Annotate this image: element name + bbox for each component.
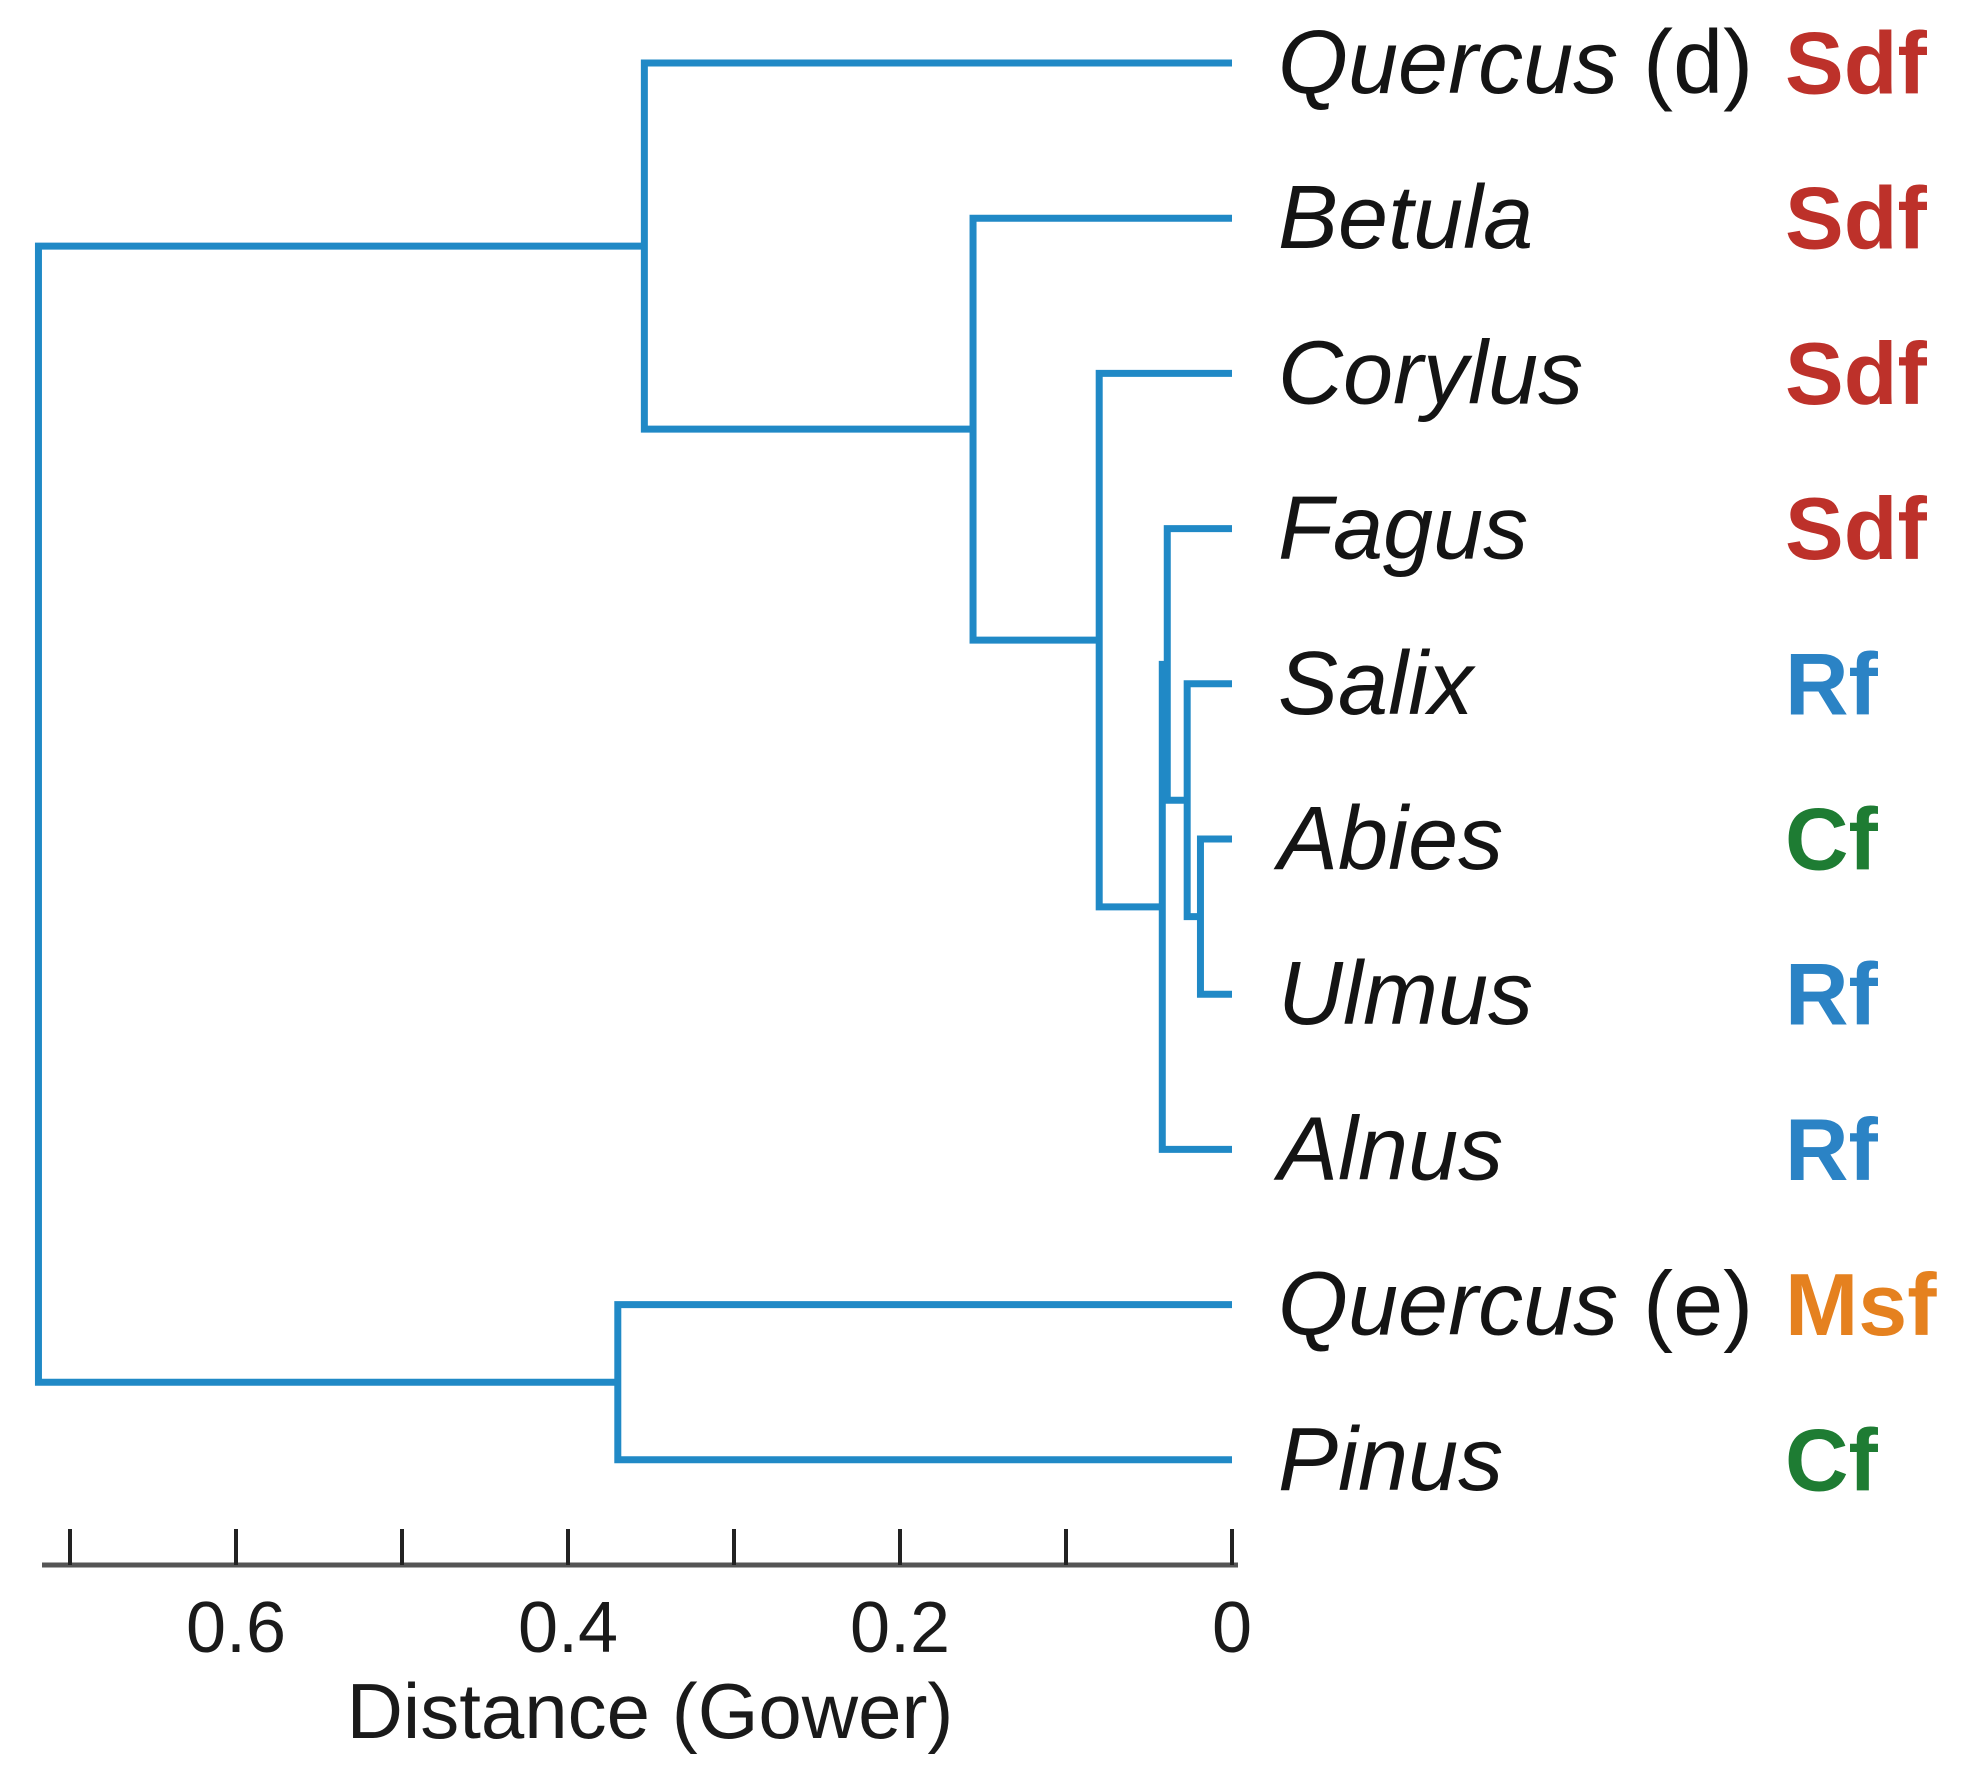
dendrogram-link bbox=[1163, 525, 1232, 804]
category-label: Sdf bbox=[1785, 324, 1927, 423]
tick-label: 0.2 bbox=[850, 1588, 950, 1668]
dendrogram-link bbox=[34, 242, 645, 1386]
genus-name: Ulmus bbox=[1278, 944, 1533, 1044]
leaf-label: Fagus bbox=[1278, 479, 1528, 579]
axis-tick-labels: 0.6 0.4 0.2 0 bbox=[186, 1588, 1252, 1668]
category-label: Sdf bbox=[1785, 169, 1927, 268]
category-label: Rf bbox=[1785, 634, 1879, 733]
category-labels: Sdf Sdf Sdf Sdf Rf Cf Rf Rf Msf Cf bbox=[1785, 14, 1937, 1510]
category-label: Cf bbox=[1785, 790, 1879, 889]
axis-title: Distance (Gower) bbox=[347, 1667, 954, 1755]
tick-label: 0 bbox=[1212, 1588, 1252, 1668]
genus-name: Corylus bbox=[1278, 323, 1583, 423]
leaf-label: Pinus bbox=[1278, 1410, 1503, 1510]
category-label: Sdf bbox=[1785, 479, 1927, 578]
leaf-annotation: (d) bbox=[1618, 13, 1753, 113]
genus-name: Abies bbox=[1273, 789, 1503, 889]
leaf-annotation: (e) bbox=[1618, 1255, 1753, 1355]
dendrogram-link bbox=[1196, 835, 1232, 998]
dendrogram-link bbox=[1183, 680, 1232, 921]
dendrogram-link bbox=[614, 1301, 1232, 1464]
genus-name: Quercus bbox=[1278, 13, 1618, 113]
category-label: Cf bbox=[1785, 1410, 1879, 1509]
genus-name: Quercus bbox=[1278, 1255, 1618, 1355]
tick-label: 0.4 bbox=[518, 1588, 618, 1668]
leaf-label: Quercus (d) bbox=[1278, 13, 1753, 113]
category-label: Rf bbox=[1785, 1100, 1879, 1199]
category-label: Msf bbox=[1785, 1255, 1937, 1354]
leaf-label: Corylus bbox=[1278, 323, 1583, 423]
dendrogram-links bbox=[34, 59, 1232, 1464]
leaf-labels: Quercus (d) Betula Corylus Fagus Salix Abies U… bbox=[1273, 13, 1753, 1510]
category-label: Sdf bbox=[1785, 14, 1927, 113]
genus-name: Salix bbox=[1278, 634, 1476, 734]
leaf-label: Ulmus bbox=[1278, 944, 1533, 1044]
category-label: Rf bbox=[1785, 945, 1879, 1044]
genus-name: Pinus bbox=[1278, 1410, 1503, 1510]
genus-name: Fagus bbox=[1278, 479, 1528, 579]
leaf-label: Betula bbox=[1278, 168, 1533, 268]
leaf-label: Alnus bbox=[1273, 1099, 1503, 1199]
genus-name: Betula bbox=[1278, 168, 1533, 268]
leaf-label: Quercus (e) bbox=[1278, 1255, 1753, 1355]
genus-name: Alnus bbox=[1273, 1099, 1503, 1199]
leaf-label: Abies bbox=[1273, 789, 1503, 889]
distance-axis bbox=[42, 1529, 1238, 1568]
leaf-label: Salix bbox=[1278, 634, 1476, 734]
tick-label: 0.6 bbox=[186, 1588, 286, 1668]
